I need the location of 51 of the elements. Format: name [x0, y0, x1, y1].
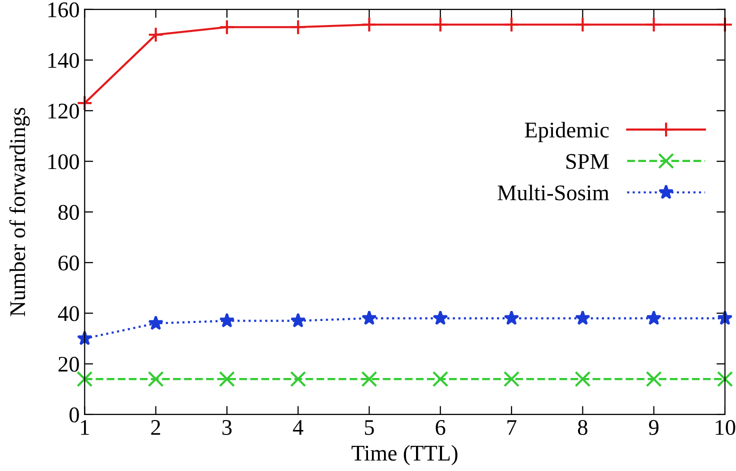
point [646, 310, 662, 325]
x-tick-label: 5 [364, 420, 374, 435]
x-axis-title: Time (TTL) [352, 445, 458, 466]
point [432, 16, 448, 33]
point [290, 371, 306, 388]
point [148, 26, 164, 43]
point [574, 16, 591, 33]
point [575, 310, 590, 325]
y-tick-label: 0 [70, 407, 79, 422]
x-tick-label: 3 [222, 420, 232, 435]
point [504, 16, 520, 33]
legend-label: SPM [566, 154, 609, 169]
point [646, 371, 662, 388]
x-tick-label: 8 [578, 420, 588, 435]
point [361, 371, 378, 388]
x-tick-label: 4 [292, 420, 304, 435]
point [218, 371, 235, 388]
x-tick-label: 7 [507, 420, 516, 435]
x-tick-label: 1 [81, 420, 89, 435]
x-tick-label: 10 [716, 420, 736, 435]
point [646, 16, 662, 33]
y-axis-title: Number of forwardings [9, 108, 30, 316]
point [716, 371, 733, 388]
y-tick-label: 120 [48, 104, 79, 119]
point [219, 312, 235, 328]
point [504, 371, 520, 388]
x-tick-label: 9 [648, 420, 658, 435]
y-tick-label: 60 [58, 256, 79, 271]
point [218, 19, 235, 36]
point [290, 312, 306, 328]
point [290, 19, 306, 36]
y-tick-label: 160 [48, 2, 79, 18]
point [716, 16, 733, 33]
y-tick-label: 80 [58, 204, 79, 220]
point [361, 16, 378, 33]
y-tick-label: 40 [58, 306, 79, 322]
point [574, 371, 591, 388]
x-tick-label: 2 [151, 420, 160, 435]
y-tick-label: 140 [48, 52, 79, 68]
point [432, 371, 448, 388]
x-tick-label: 6 [436, 420, 446, 435]
point [362, 310, 377, 325]
point [504, 310, 520, 325]
y-tick-label: 20 [58, 356, 79, 372]
point [432, 310, 448, 325]
legend-label: Epidemic [524, 122, 609, 142]
legend-label: Multi-Sosim [498, 184, 610, 200]
point [148, 315, 164, 330]
y-tick-label: 100 [48, 154, 79, 170]
point [148, 371, 164, 388]
point [76, 371, 93, 388]
